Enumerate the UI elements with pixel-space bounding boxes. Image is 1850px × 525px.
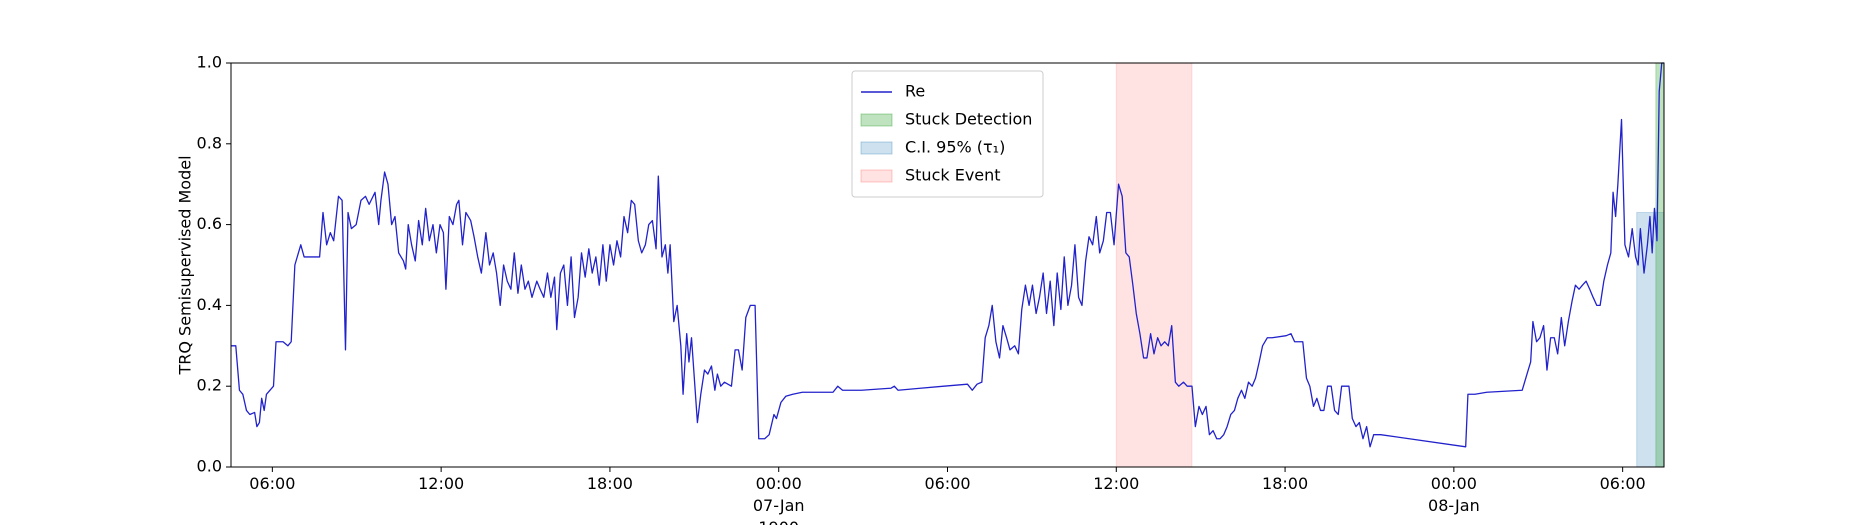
legend-patch [860, 141, 893, 155]
y-tick-label: 0.4 [197, 295, 222, 314]
y-tick-label: 0.0 [197, 457, 222, 476]
legend-box [851, 70, 1044, 198]
y-tick-label: 0.6 [197, 214, 222, 233]
span [1655, 62, 1665, 468]
legend: Re Stuck Detection C.I. 95% (τ₁) Stuck Even… [851, 70, 1044, 198]
legend-label: Stuck Event [905, 166, 1001, 185]
x-tick-label: 06:00 [924, 474, 970, 493]
x-tick-label: 12:00 [418, 474, 464, 493]
y-tick-label: 0.8 [197, 133, 222, 152]
legend-patch [860, 113, 893, 127]
x-tick-label: 00:00 08-Jan [1428, 474, 1480, 515]
x-tick-label: 18:00 [1262, 474, 1308, 493]
x-tick-label: 12:00 [1093, 474, 1139, 493]
y-tick-label: 0.2 [197, 376, 222, 395]
span [1115, 62, 1193, 468]
x-tick-label: 06:00 [1600, 474, 1646, 493]
y-tick-label: 1.0 [197, 53, 222, 72]
y-axis-label: TRQ Semisupervised Model [176, 155, 195, 375]
legend-label: Re [905, 82, 925, 101]
legend-label: Stuck Detection [905, 110, 1032, 129]
x-tick-label: 06:00 [249, 474, 295, 493]
data-line [231, 62, 1664, 448]
span [1636, 211, 1665, 468]
legend-patch [860, 169, 893, 183]
legend-label: C.I. 95% (τ₁) [905, 138, 1005, 157]
x-tick-label: 18:00 [587, 474, 633, 493]
